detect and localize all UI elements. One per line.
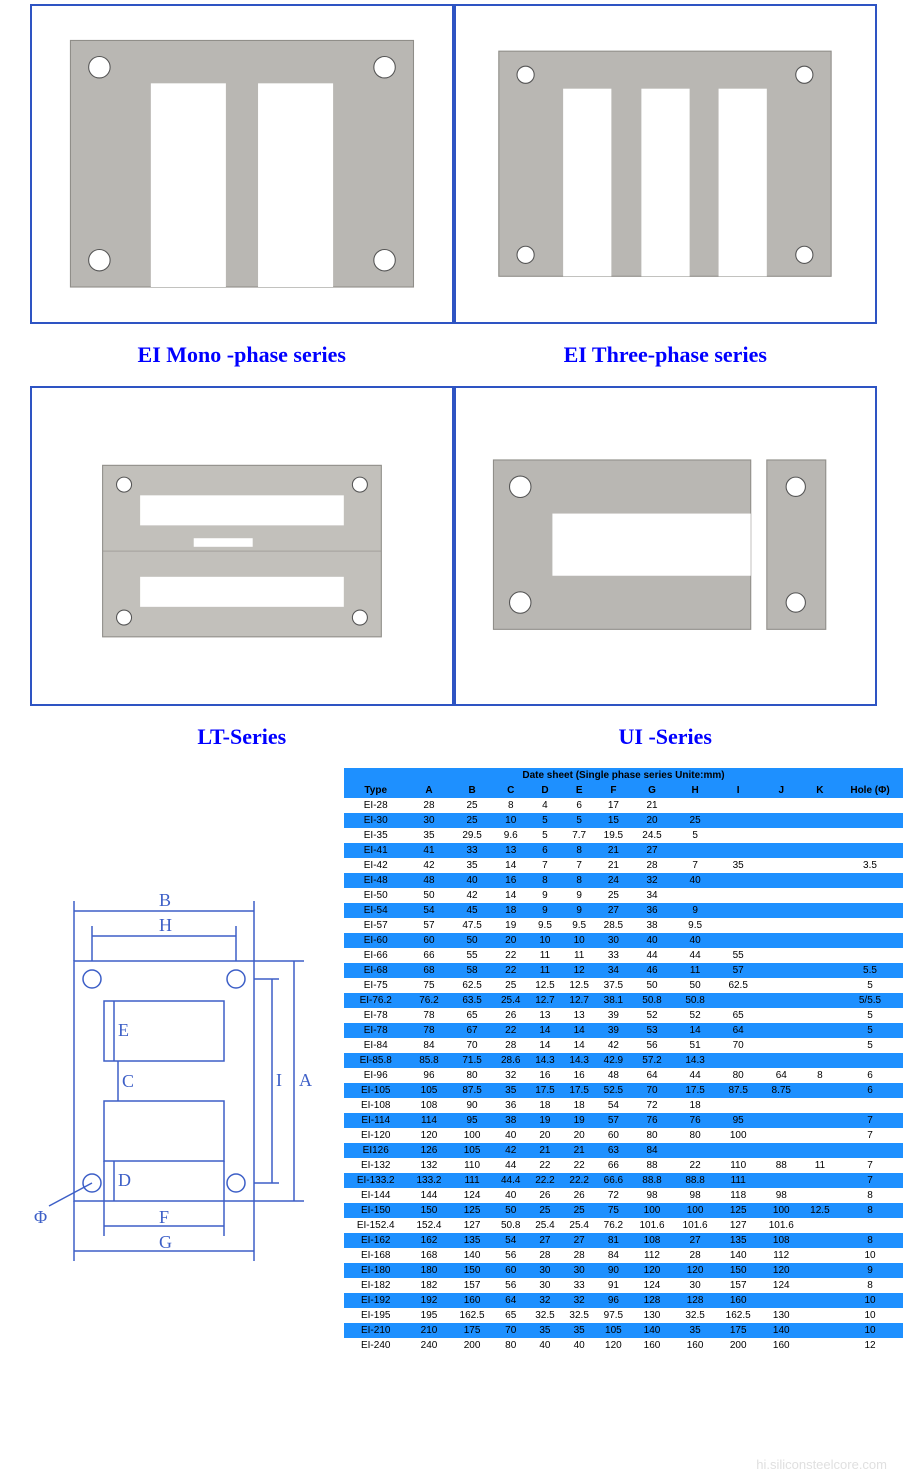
table-row: EI-1921921606432329612812816010	[344, 1293, 903, 1308]
table-row: EI-13213211044222266882211088117	[344, 1158, 903, 1173]
spec-table: Date sheet (Single phase series Unite:mm…	[344, 768, 903, 1353]
ui-plate-svg	[472, 401, 858, 690]
image-mono	[30, 4, 454, 324]
table-row: EI-1201201004020206080801007	[344, 1128, 903, 1143]
col-b: B	[451, 783, 494, 798]
table-row: EI-152.4152.412750.825.425.476.2101.6101…	[344, 1218, 903, 1233]
table-row: EI-18218215756303391124301571248	[344, 1278, 903, 1293]
table-row: EI-10510587.53517.517.552.57017.587.58.7…	[344, 1083, 903, 1098]
caption-lt: LT-Series	[30, 706, 454, 760]
col-type: Type	[344, 783, 407, 798]
table-row: EI-606050201010304040	[344, 933, 903, 948]
table-row: EI-133.2133.211144.422.222.266.688.888.8…	[344, 1173, 903, 1188]
table-title: Date sheet (Single phase series Unite:mm…	[344, 768, 903, 783]
image-lt	[30, 386, 454, 706]
card-mono: EI Mono -phase series	[30, 4, 454, 378]
col-f: F	[596, 783, 630, 798]
col-e: E	[562, 783, 596, 798]
table-row: EI-11411495381919577676957	[344, 1113, 903, 1128]
col-g: G	[630, 783, 673, 798]
svg-text:I: I	[276, 1070, 282, 1090]
svg-text:E: E	[118, 1020, 129, 1040]
dimension-diagram: Φ B H A I	[4, 768, 344, 1353]
mono-plate-svg	[49, 19, 435, 308]
table-row: EI-787867221414395314645	[344, 1023, 903, 1038]
svg-text:D: D	[118, 1170, 131, 1190]
table-row: EI-195195162.56532.532.597.513032.5162.5…	[344, 1308, 903, 1323]
caption-three: EI Three-phase series	[454, 324, 878, 378]
col-j: J	[760, 783, 803, 798]
lt-plate-svg	[49, 401, 435, 690]
table-row: EI-50504214992534	[344, 888, 903, 903]
table-row: EI-1501501255025257510010012510012.58	[344, 1203, 903, 1218]
svg-text:H: H	[159, 915, 172, 935]
table-row: EI-686858221112344611575.5	[344, 963, 903, 978]
caption-ui: UI -Series	[454, 706, 878, 760]
table-row: EI-24024020080404012016016020016012	[344, 1338, 903, 1353]
table-row: EI-16216213554272781108271351088	[344, 1233, 903, 1248]
table-row: EI-168168140562828841122814011210	[344, 1248, 903, 1263]
col-hole-: Hole (Φ)	[837, 783, 903, 798]
table-row: EI-353529.59.657.719.524.55	[344, 828, 903, 843]
three-plate-svg	[472, 19, 858, 308]
table-row: EI-41413313682127	[344, 843, 903, 858]
table-row: EI-575747.5199.59.528.5389.5	[344, 918, 903, 933]
col-i: I	[717, 783, 760, 798]
svg-text:B: B	[159, 890, 171, 910]
watermark: hi.siliconsteelcore.com	[756, 1457, 887, 1472]
svg-text:F: F	[159, 1207, 169, 1227]
table-row: EI-4848401688243240	[344, 873, 903, 888]
card-lt: LT-Series	[30, 386, 454, 760]
svg-text:Φ: Φ	[34, 1207, 47, 1227]
col-h: H	[674, 783, 717, 798]
table-row: EI-85.885.871.528.614.314.342.957.214.3	[344, 1053, 903, 1068]
table-row: EI-757562.52512.512.537.5505062.55	[344, 978, 903, 993]
card-ui: UI -Series	[454, 386, 878, 760]
col-a: A	[407, 783, 450, 798]
table-row: EI-787865261313395252655	[344, 1008, 903, 1023]
table-row: EI1261261054221216384	[344, 1143, 903, 1158]
table-row: EI-66665522111133444455	[344, 948, 903, 963]
table-row: EI-969680321616486444806486	[344, 1068, 903, 1083]
table-row: EI-10810890361818547218	[344, 1098, 903, 1113]
svg-text:A: A	[299, 1070, 312, 1090]
col-c: C	[494, 783, 528, 798]
table-row: EI-848470281414425651705	[344, 1038, 903, 1053]
card-three: EI Three-phase series	[454, 4, 878, 378]
lower-section: Φ B H A I	[0, 768, 907, 1353]
table-row: EI-76.276.263.525.412.712.738.150.850.85…	[344, 993, 903, 1008]
col-d: D	[528, 783, 562, 798]
table-row: EI-2102101757035351051403517514010	[344, 1323, 903, 1338]
image-ui	[454, 386, 878, 706]
table-row: EI-2828258461721	[344, 798, 903, 813]
table-row: EI-3030251055152025	[344, 813, 903, 828]
table-row: EI-180180150603030901201201501209	[344, 1263, 903, 1278]
table-row: EI-545445189927369	[344, 903, 903, 918]
caption-mono: EI Mono -phase series	[30, 324, 454, 378]
table-row: EI-424235147721287353.5	[344, 858, 903, 873]
spec-table-wrap: Date sheet (Single phase series Unite:mm…	[344, 768, 903, 1353]
col-k: K	[803, 783, 837, 798]
svg-text:C: C	[122, 1071, 134, 1091]
table-row: EI-144144124402626729898118988	[344, 1188, 903, 1203]
svg-text:G: G	[159, 1232, 172, 1252]
image-three	[454, 4, 878, 324]
